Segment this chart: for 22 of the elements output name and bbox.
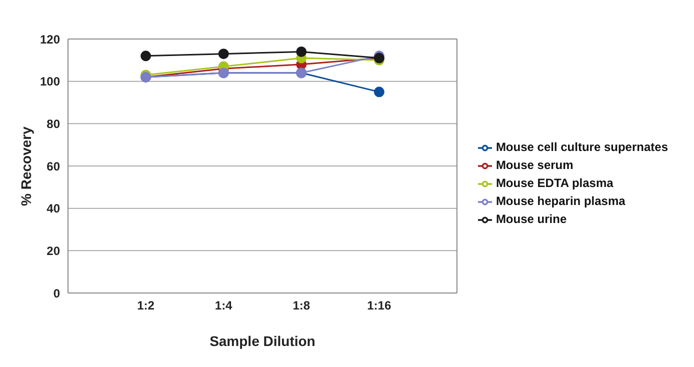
x-tick-label: 1:16 [367,298,392,313]
point [374,86,384,98]
x-tick-label: 1:4 [214,298,233,313]
legend-label: Mouse cell culture supernates [496,140,668,154]
x-tick-label: 1:2 [137,298,155,313]
y-tick-label: 20 [46,244,60,258]
x-tick-label: 1:8 [292,298,310,313]
point [218,48,229,60]
legend-label: Mouse urine [496,212,567,226]
legend-label: Mouse EDTA plasma [496,176,614,190]
y-axis-title: % Recovery [18,126,34,206]
y-tick-label: 120 [40,32,60,46]
y-tick-label: 0 [53,286,60,300]
x-axis-title: Sample Dilution [210,333,316,349]
legend-label: Mouse heparin plasma [496,194,626,208]
y-tick-label: 100 [40,74,60,89]
point [296,46,307,57]
legend-label: Mouse serum [496,158,574,172]
point [140,50,152,62]
y-tick-label: 40 [46,202,60,216]
y-tick-label: 60 [46,159,60,174]
y-tick-label: 80 [46,116,60,131]
